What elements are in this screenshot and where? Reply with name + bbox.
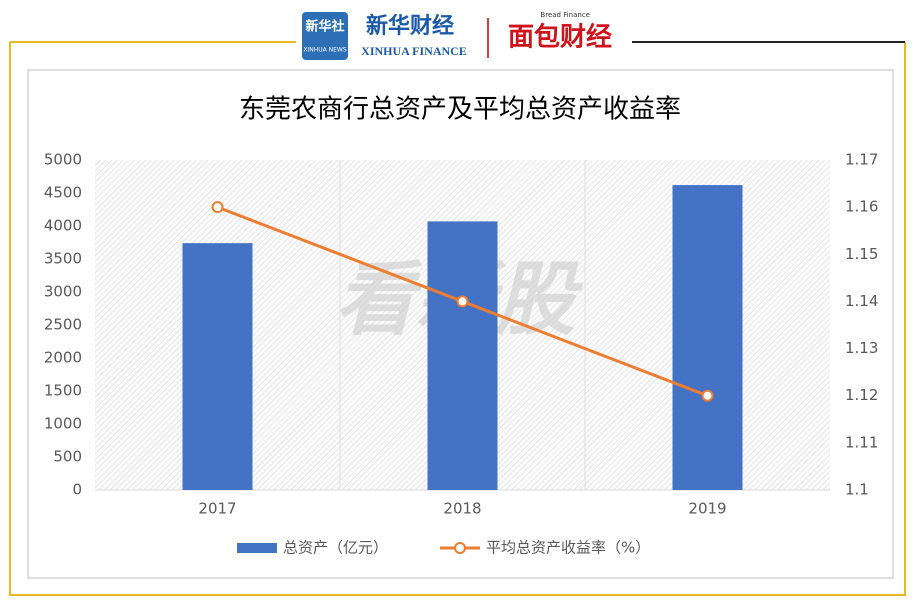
legend-swatch (237, 543, 277, 553)
logo3-sub: Bread Finance (540, 11, 590, 19)
y2-tick-label: 1.1 (845, 481, 869, 499)
y2-tick-label: 1.17 (845, 151, 878, 169)
y-tick-label: 0 (72, 481, 82, 499)
logo1: 新华社 (305, 19, 344, 35)
y2-tick-label: 1.16 (845, 198, 878, 216)
legend-label: 平均总资产收益率（%） (486, 539, 650, 557)
y2-tick-label: 1.13 (845, 339, 878, 357)
y-tick-label: 2500 (44, 316, 82, 334)
point (701, 389, 714, 402)
y-tick-label: 2000 (44, 349, 82, 367)
y2-tick-label: 1.12 (845, 386, 878, 404)
point (456, 295, 469, 308)
logo3: 面包财经 (508, 22, 612, 53)
y-tick-label: 3500 (44, 250, 82, 268)
legend-label: 总资产（亿元） (283, 539, 388, 557)
x-tick-label: 2019 (688, 500, 726, 518)
point (211, 201, 224, 214)
y2-tick-label: 1.15 (845, 245, 878, 263)
bar (427, 221, 498, 490)
y-tick-label: 1500 (44, 382, 82, 400)
logo2: 新华财经 (366, 13, 454, 39)
bar (182, 243, 253, 490)
y-tick-label: 1000 (44, 415, 82, 433)
y2-tick-label: 1.14 (845, 292, 878, 310)
y2-tick-label: 1.11 (845, 433, 878, 451)
logo1-box (302, 12, 348, 60)
y-tick-label: 3000 (44, 283, 82, 301)
x-tick-label: 2017 (198, 500, 236, 518)
logo2-sub: XINHUA FINANCE (361, 44, 467, 58)
y-tick-label: 4500 (44, 184, 82, 202)
y-tick-label: 4000 (44, 217, 82, 235)
x-tick-label: 2018 (443, 500, 481, 518)
chart-title: 东莞农商行总资产及平均总资产收益率 (239, 95, 681, 125)
legend-marker (454, 542, 466, 554)
y-tick-label: 5000 (44, 151, 82, 169)
y-tick-label: 500 (53, 448, 82, 466)
bar (672, 185, 743, 490)
logo1-sub: XINHUA NEWS (303, 47, 346, 54)
